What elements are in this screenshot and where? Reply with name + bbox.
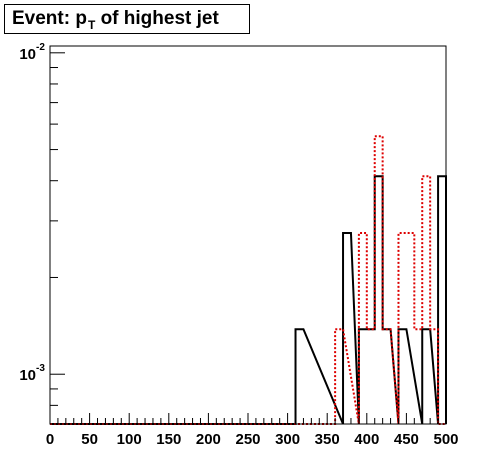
bin-0-5 <box>383 329 391 424</box>
y-tick-label-exp: -3 <box>36 363 45 374</box>
y-tick-label-base: 10 <box>19 46 36 63</box>
x-tick-label: 250 <box>235 431 260 448</box>
bin-0-8 <box>438 176 446 424</box>
histogram-series-0 <box>50 175 447 425</box>
bin-0-3 <box>367 329 375 424</box>
y-tick-label-base: 10 <box>19 367 36 384</box>
x-tick-label: 150 <box>156 431 181 448</box>
chart-title-suffix: of highest jet <box>95 8 219 29</box>
x-tick-label: 350 <box>315 431 340 448</box>
bin-0-1 <box>343 233 351 424</box>
bin-1-7 <box>414 329 422 424</box>
chart-title-subscript: T <box>87 18 96 32</box>
series-outline-1 <box>50 135 446 425</box>
bin-1-8 <box>422 176 430 424</box>
bin-0-0 <box>296 329 304 424</box>
series-outline-0 <box>50 175 447 425</box>
x-tick-label: 0 <box>46 431 54 448</box>
x-tick-label: 200 <box>196 431 221 448</box>
bin-1-2 <box>367 329 375 424</box>
x-axis: 0 50 100 150 200 250 300 350 400 450 500 <box>46 413 459 448</box>
x-tick-label: 100 <box>117 431 142 448</box>
bin-1-6 <box>406 233 414 424</box>
bin-0-6 <box>398 329 406 424</box>
x-tick-label: 500 <box>433 431 458 448</box>
x-tick-label: 50 <box>81 431 98 448</box>
x-tick-label: 450 <box>394 431 419 448</box>
bin-0-2 <box>359 329 367 424</box>
y-axis: 10-210-3 <box>19 42 65 425</box>
chart-title: Event: pT of highest jet <box>4 4 250 34</box>
y-tick-label-exp: -2 <box>36 42 45 53</box>
x-tick-label: 300 <box>275 431 300 448</box>
plot-frame <box>49 45 447 425</box>
series-layer <box>50 135 447 425</box>
x-tick-label: 400 <box>354 431 379 448</box>
bin-1-3 <box>375 136 383 424</box>
bin-0-4 <box>375 176 383 424</box>
histogram-series-1 <box>50 135 446 425</box>
bin-0-7 <box>422 329 430 424</box>
bin-1-4 <box>383 329 391 424</box>
chart-title-prefix: Event: p <box>12 8 87 29</box>
